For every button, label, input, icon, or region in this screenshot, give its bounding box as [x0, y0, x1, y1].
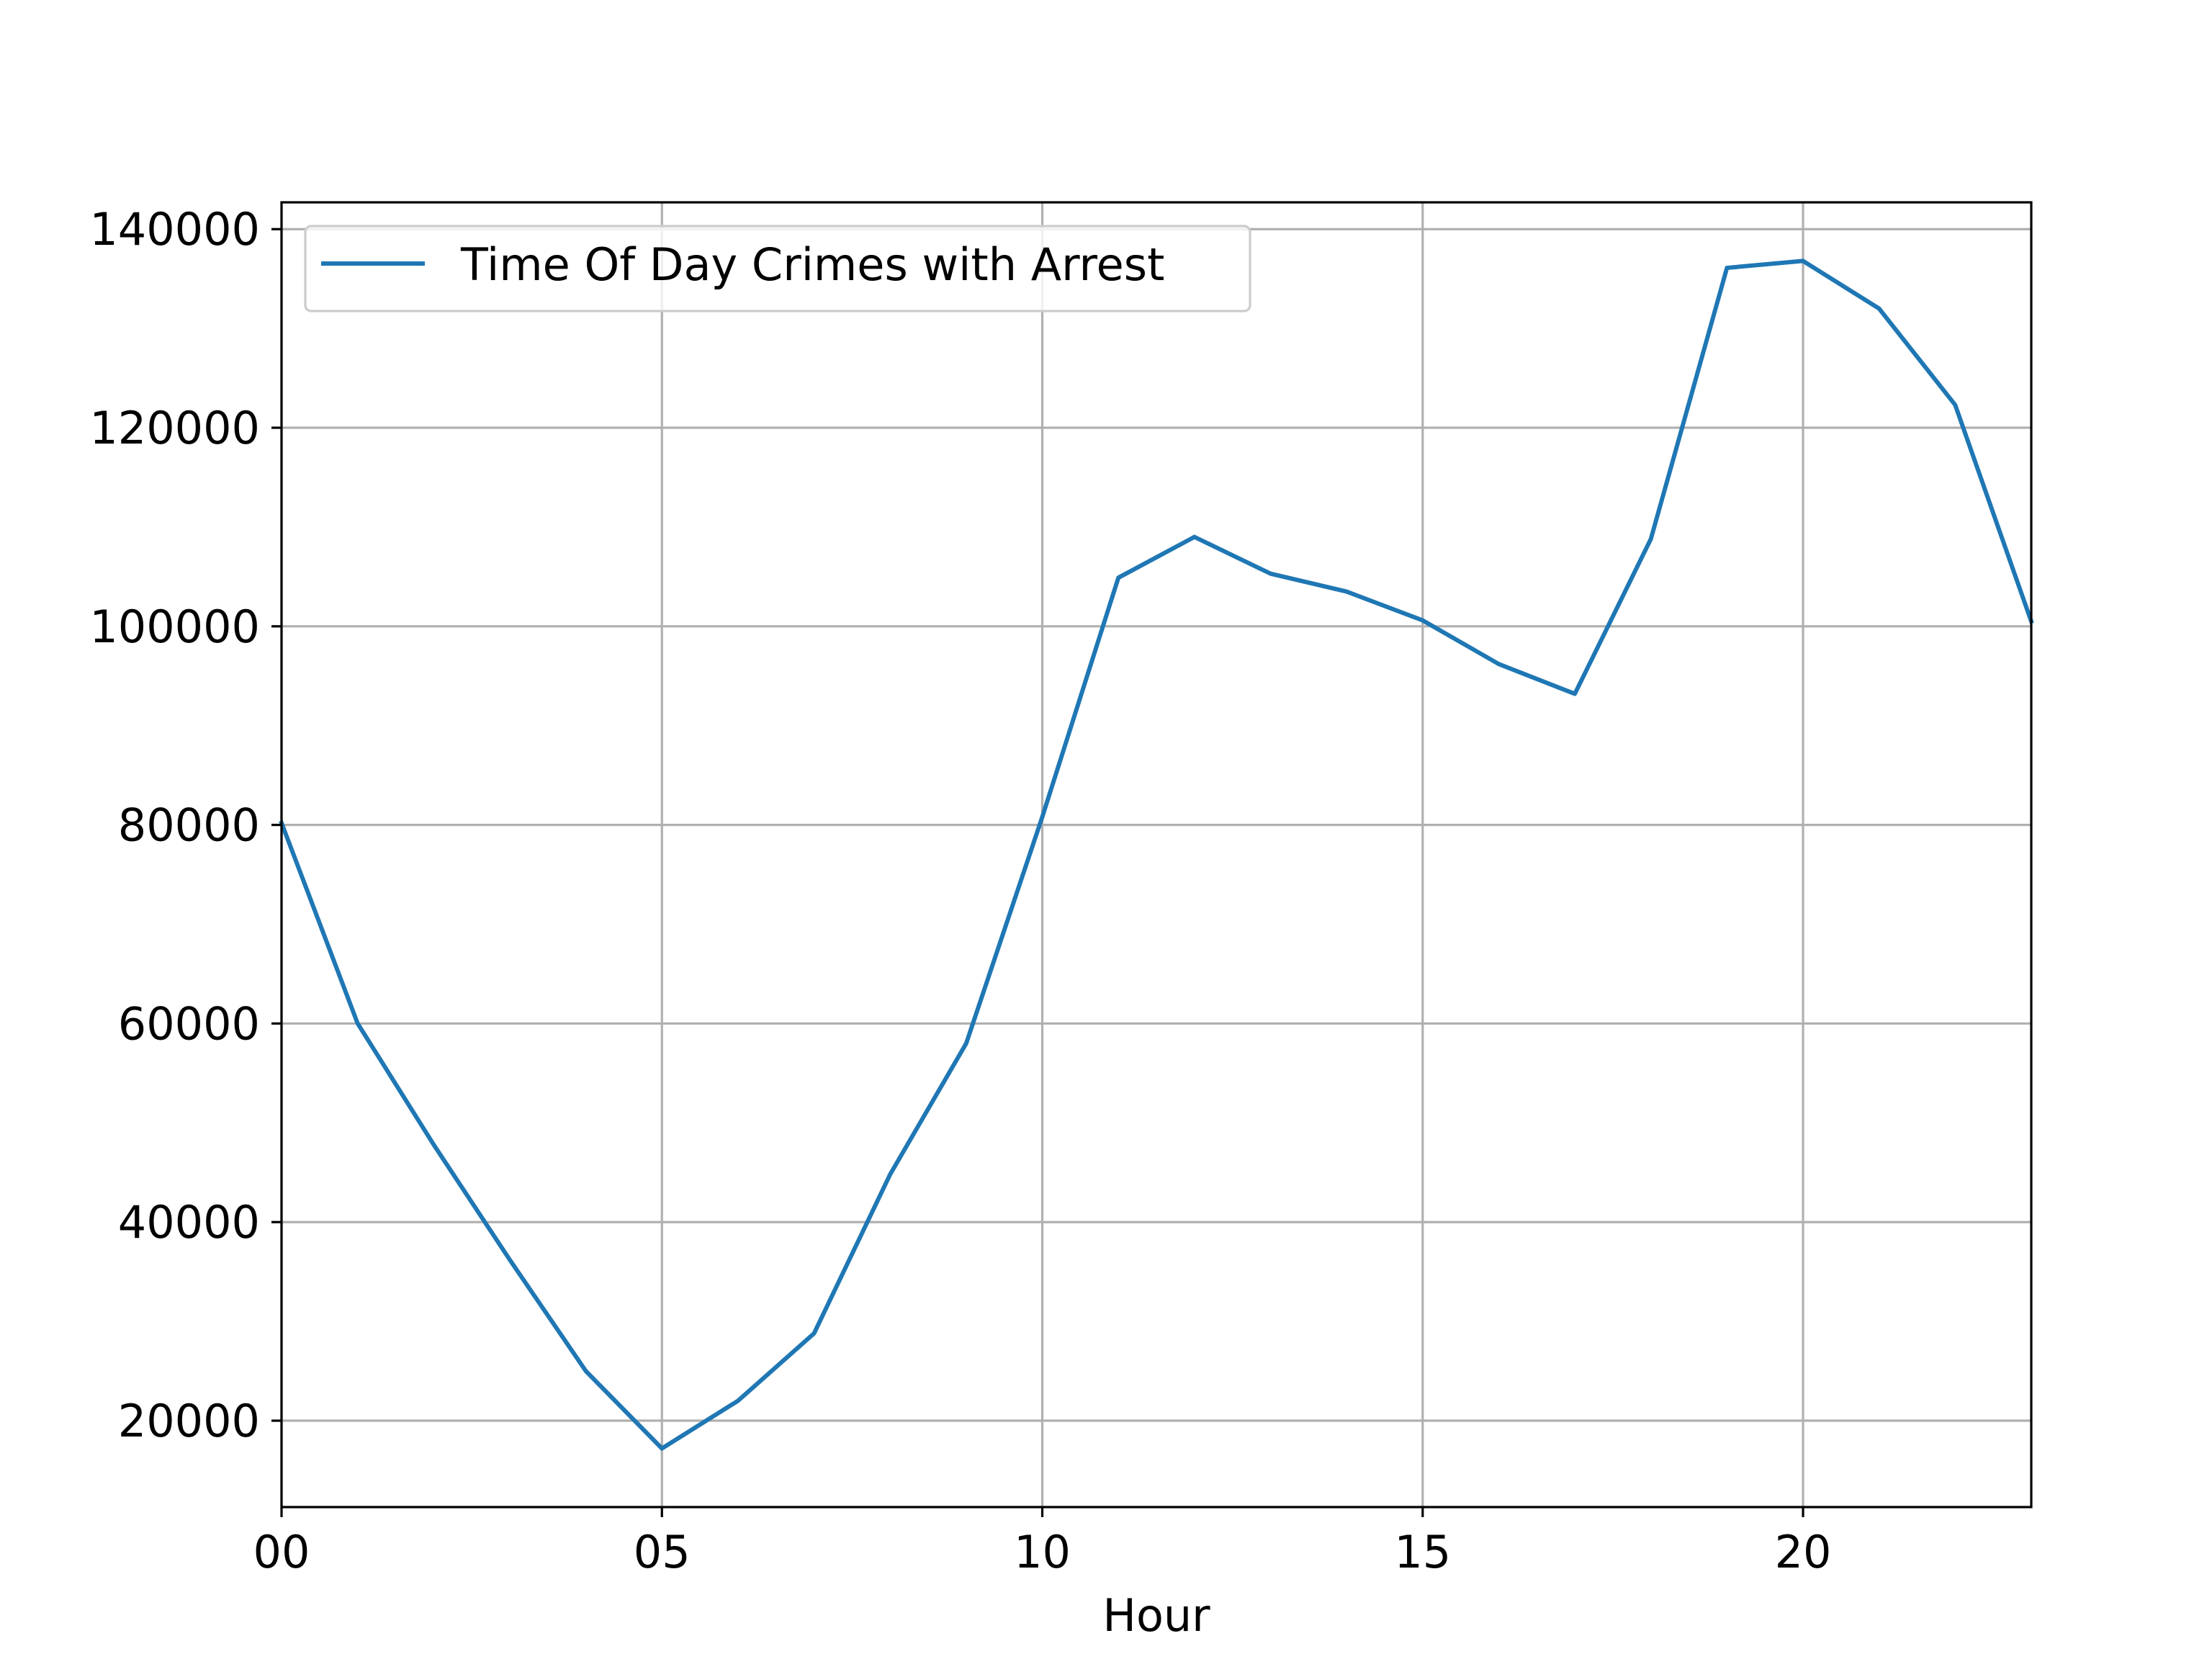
y-tick-label: 120000 — [89, 402, 260, 454]
x-tick-label: 00 — [253, 1526, 310, 1578]
y-tick-label: 40000 — [118, 1196, 260, 1249]
axes-frame — [280, 201, 2033, 1509]
x-tick-label: 15 — [1394, 1526, 1451, 1578]
series-line — [279, 258, 2034, 1451]
legend: Time Of Day Crimes with Arrest — [304, 225, 1251, 313]
y-tick-label: 80000 — [118, 799, 260, 852]
y-tick-label: 20000 — [118, 1395, 260, 1447]
x-tick-label: 10 — [1014, 1526, 1071, 1578]
legend-label: Time Of Day Crimes with Arrest — [460, 238, 1164, 291]
y-tick-label: 100000 — [89, 601, 260, 653]
x-tick-label: 05 — [634, 1526, 691, 1578]
legend-box — [304, 225, 1251, 313]
x-axis-label: Hour — [1102, 1589, 1210, 1642]
grid-lines — [280, 202, 2031, 1507]
series-line-layer — [279, 258, 2034, 1451]
y-tick-label: 140000 — [89, 203, 260, 256]
axis-ticks: 00 05 10 15 20 20000 40000 60000 80000 100000 1200… — [89, 203, 1831, 1578]
x-tick-label: 20 — [1775, 1526, 1832, 1578]
y-tick-label: 60000 — [118, 997, 260, 1050]
